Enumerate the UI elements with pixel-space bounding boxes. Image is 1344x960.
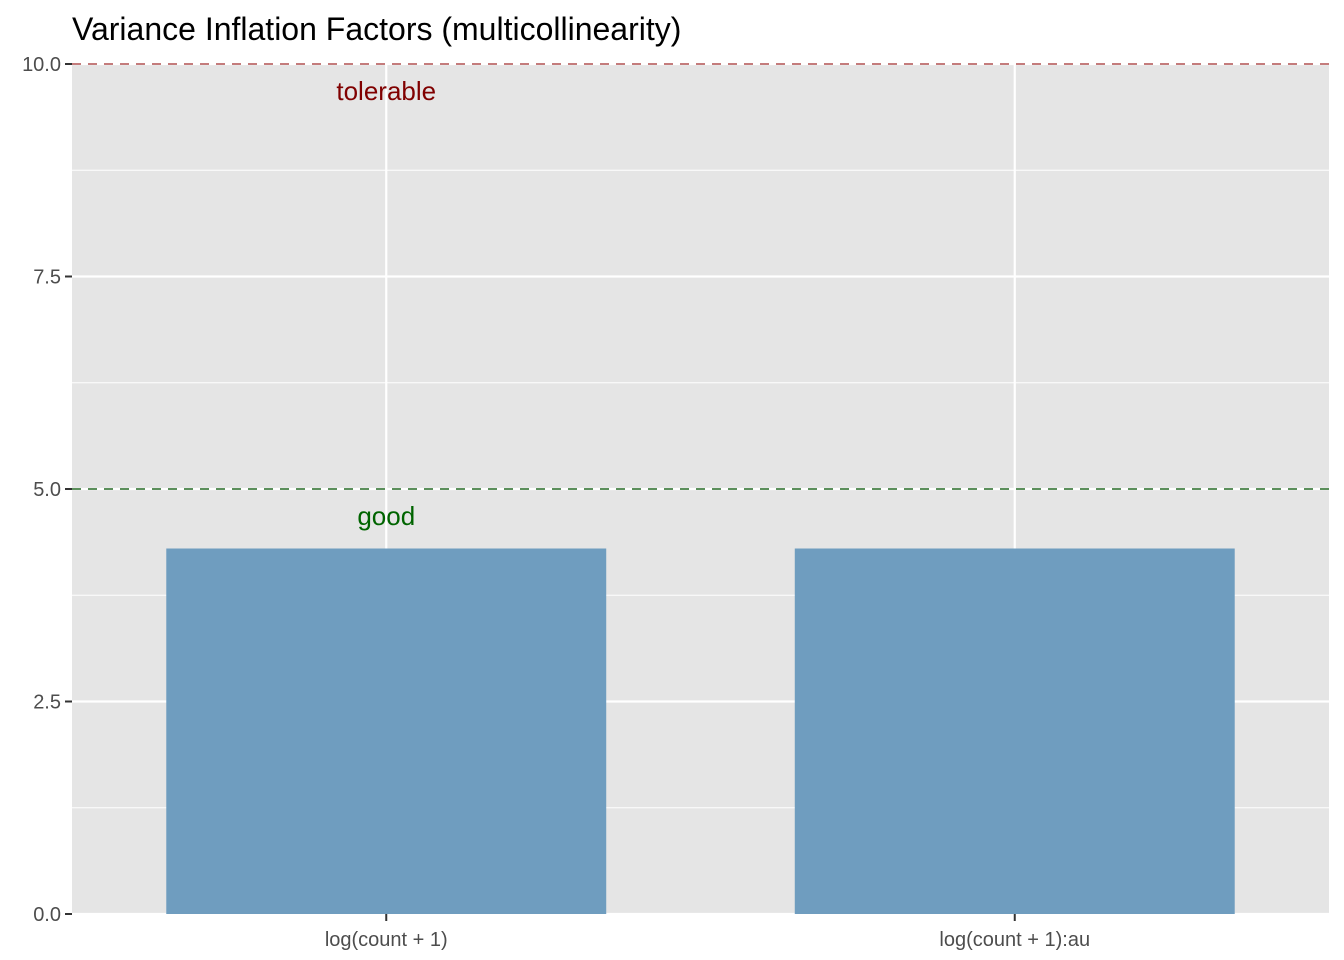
reference-lines: good tolerable <box>72 63 1329 531</box>
bar <box>794 548 1235 914</box>
y-tick-label: 0.0 <box>33 904 61 926</box>
y-axis: 0.0 2.5 5.0 7.5 10.0 <box>22 54 72 926</box>
reference-line-label: good <box>357 501 415 531</box>
y-tick-label: 5.0 <box>33 479 61 501</box>
y-tick-label: 2.5 <box>33 692 61 714</box>
chart-title: Variance Inflation Factors (multicolline… <box>72 11 681 47</box>
x-tick-label: log(count + 1):au <box>939 929 1090 951</box>
x-tick-label: log(count + 1) <box>325 929 448 951</box>
bars <box>166 548 1235 914</box>
y-tick-label: 10.0 <box>22 54 61 76</box>
y-tick-label: 7.5 <box>33 267 61 289</box>
x-axis: log(count + 1) log(count + 1):au <box>325 914 1090 951</box>
bar <box>166 548 607 914</box>
reference-line-label: tolerable <box>336 76 436 106</box>
